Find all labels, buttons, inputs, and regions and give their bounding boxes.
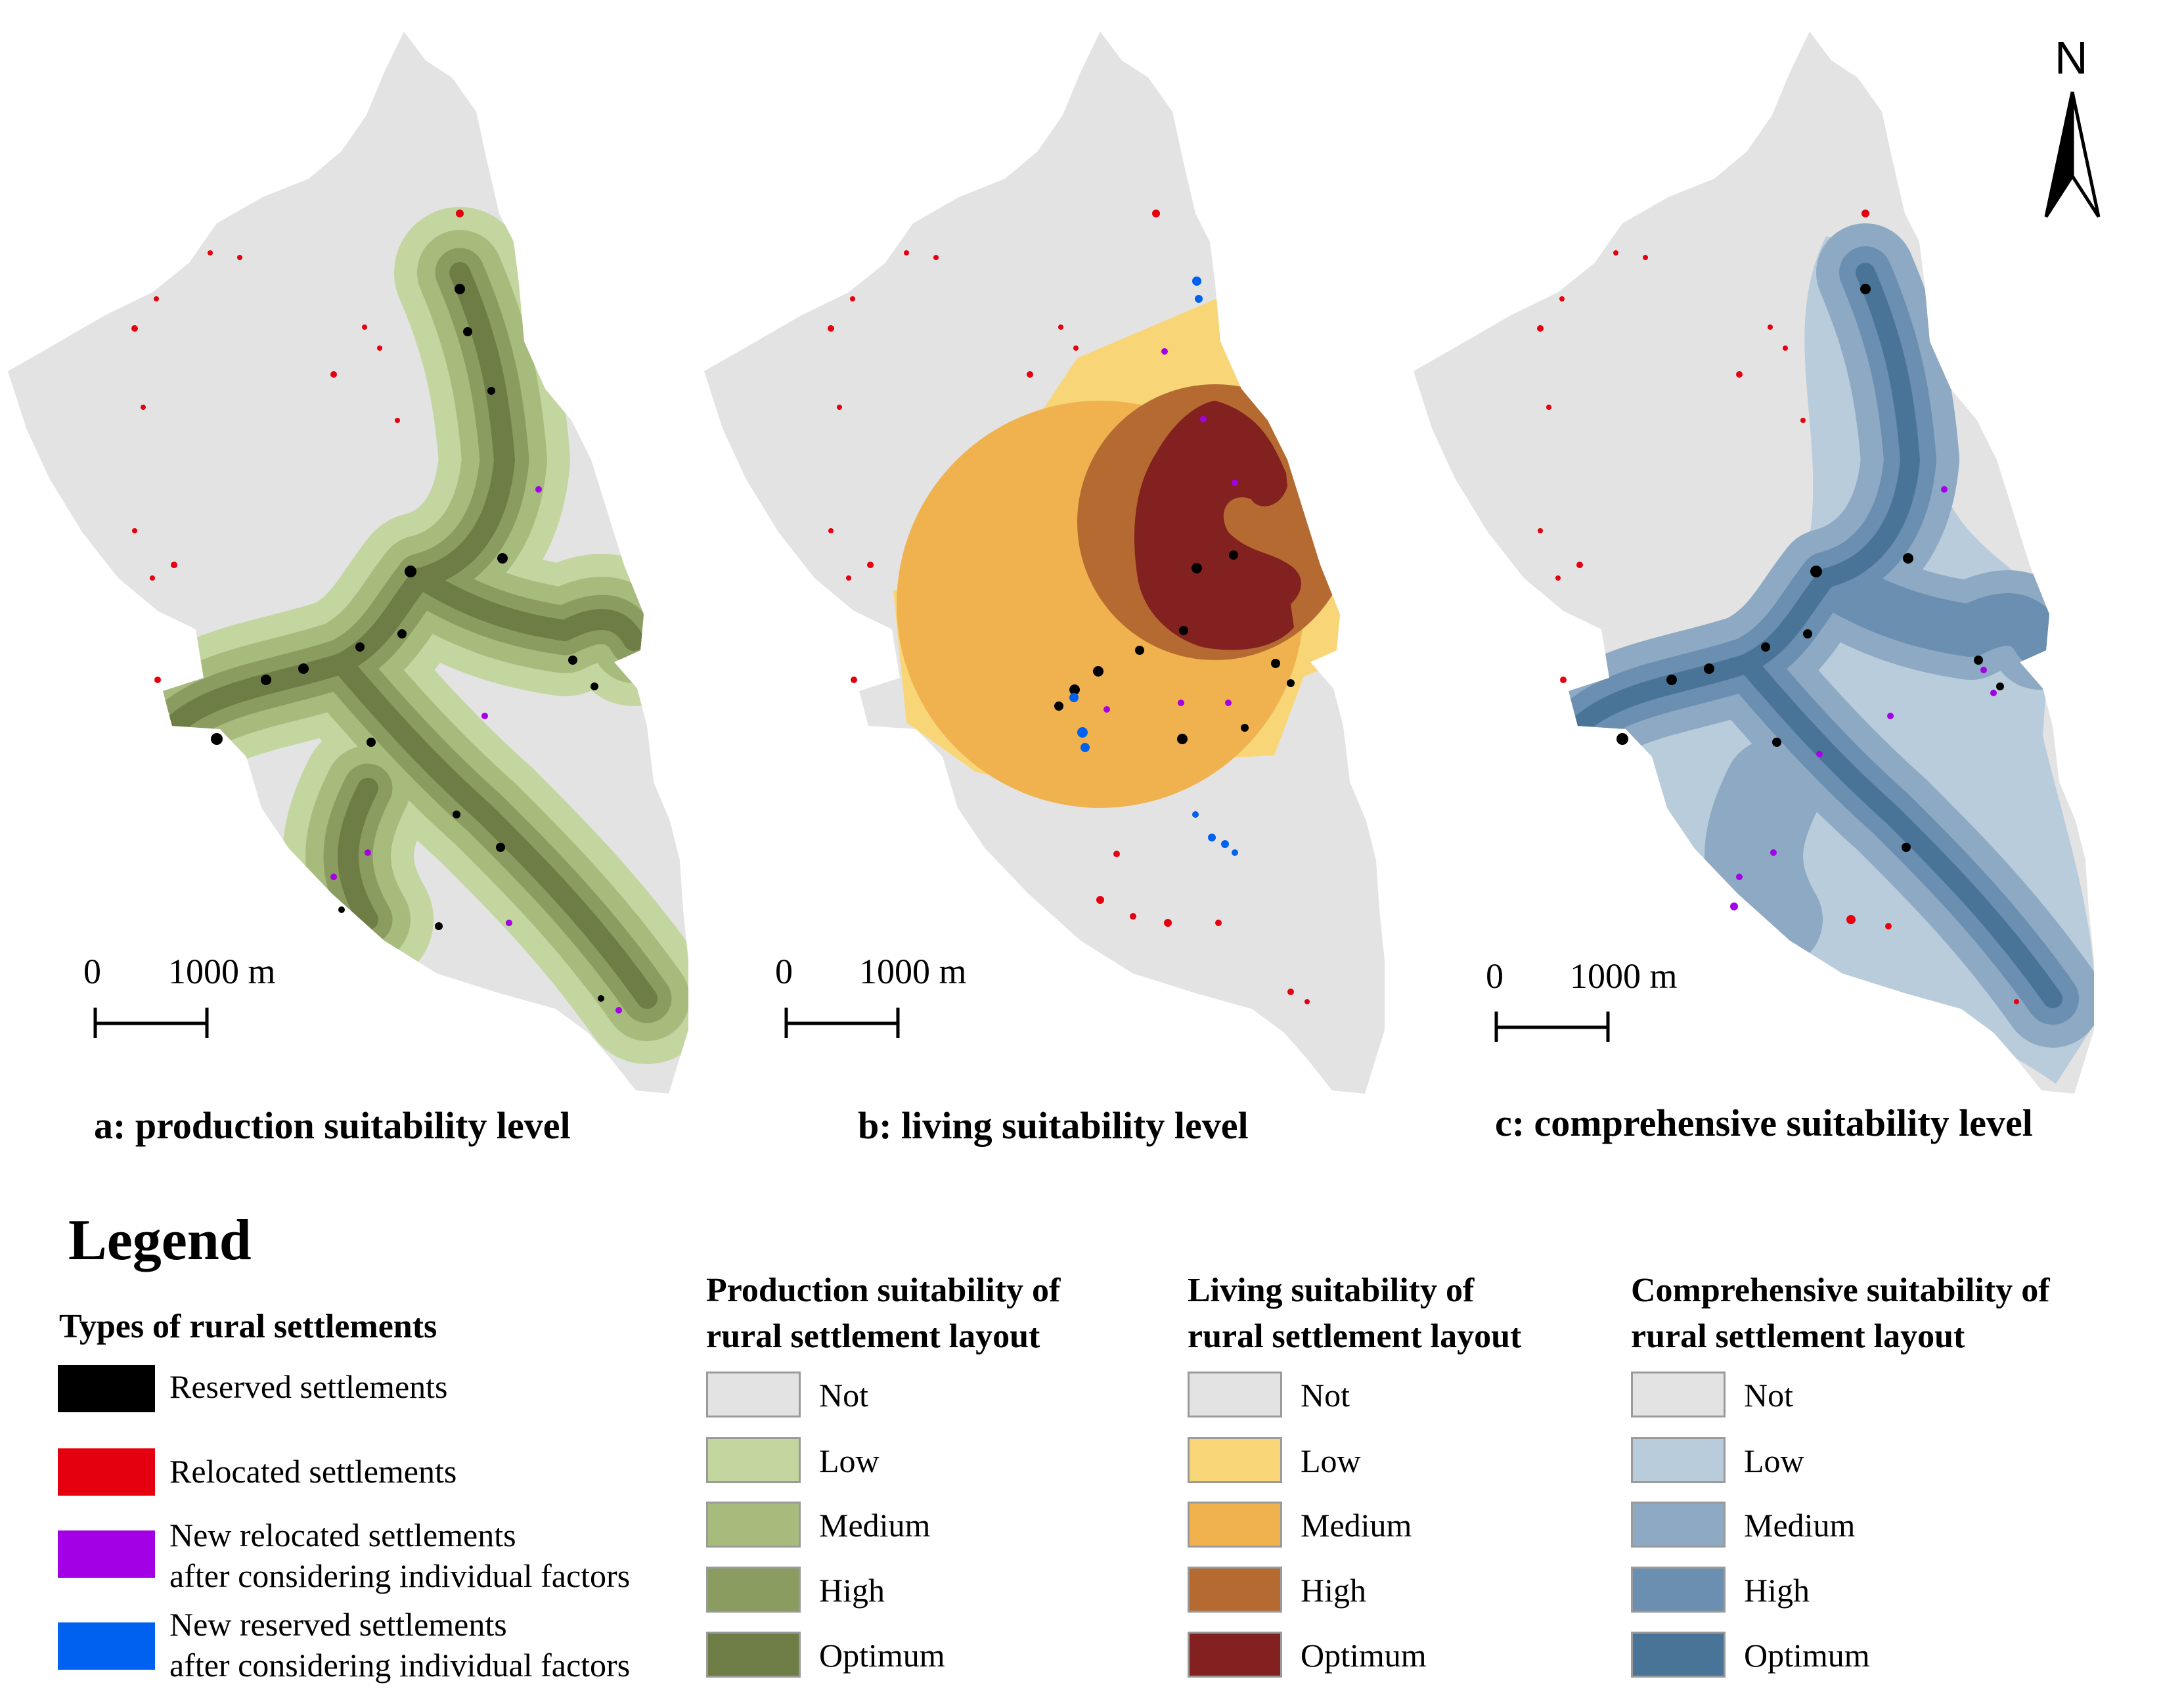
level-swatch xyxy=(1631,1567,1726,1613)
legend-comprehensive-title-1: Comprehensive suitability of xyxy=(1631,1272,2050,1309)
scale-bar-c xyxy=(1494,1012,1610,1042)
zone-optimum xyxy=(1134,401,1302,650)
new-relocated-settlements xyxy=(330,486,622,1014)
living-suitability-zones xyxy=(893,292,1353,808)
level-swatch xyxy=(706,1502,801,1548)
level-swatch xyxy=(706,1437,801,1483)
level-swatch xyxy=(1188,1567,1282,1613)
relocated-settlements xyxy=(828,210,1310,1004)
level-label: Medium xyxy=(1744,1507,1856,1544)
level-label: Low xyxy=(1301,1442,1361,1479)
level-swatch xyxy=(1631,1632,1726,1678)
level-swatch xyxy=(1188,1632,1282,1678)
map-panel-production xyxy=(8,32,688,1094)
level-label: Optimum xyxy=(1301,1637,1427,1674)
new-relocated-settlements xyxy=(1730,486,1997,910)
map-panel-comprehensive xyxy=(1414,32,2101,1094)
level-label: Optimum xyxy=(819,1637,945,1674)
scale-distance-c: 1000 m xyxy=(1570,956,1678,996)
level-label: Not xyxy=(1301,1377,1350,1414)
production-suitability-bands xyxy=(112,207,688,1064)
type-label: Relocated settlements xyxy=(169,1453,457,1490)
legend-comprehensive-title-2: rural settlement layout xyxy=(1631,1318,1965,1355)
level-label: Optimum xyxy=(1744,1637,1870,1674)
new-reserved-settlements xyxy=(1069,277,1238,856)
level-label: High xyxy=(1301,1572,1366,1609)
suitability-maps xyxy=(8,32,2101,1094)
level-swatch xyxy=(1631,1502,1726,1548)
level-label: Low xyxy=(1744,1442,1804,1479)
level-swatch xyxy=(706,1567,801,1613)
relocated-settlements xyxy=(1537,210,2019,1004)
type-label: Reserved settlements xyxy=(169,1368,448,1405)
level-swatch xyxy=(1188,1437,1282,1483)
reserved-settlements xyxy=(1054,550,1295,744)
type-label-line1: New reserved settlements xyxy=(169,1606,507,1643)
swatch xyxy=(58,1530,155,1578)
legend-types-title: Types of rural settlements xyxy=(59,1308,437,1345)
level-swatch xyxy=(1188,1502,1282,1548)
level-swatch xyxy=(1631,1437,1726,1483)
scale-distance-a: 1000 m xyxy=(168,952,276,991)
scale-distance-b: 1000 m xyxy=(859,952,967,991)
swatch xyxy=(58,1448,155,1496)
level-label: Medium xyxy=(1301,1507,1412,1544)
level-swatch xyxy=(706,1632,801,1678)
legend-production-title-2: rural settlement layout xyxy=(706,1318,1040,1355)
band-optimum xyxy=(1573,263,2062,1008)
level-label: High xyxy=(819,1572,885,1609)
reserved-settlements xyxy=(1616,284,2004,852)
level-label: High xyxy=(1744,1572,1810,1609)
swatch xyxy=(58,1622,155,1670)
relocated-settlements xyxy=(131,210,464,683)
scale-bar-b xyxy=(784,1008,900,1038)
settlement-markers xyxy=(131,210,622,1014)
swatch xyxy=(58,1365,155,1412)
reserved-settlements xyxy=(211,284,604,1002)
level-swatch xyxy=(1188,1372,1282,1417)
scale-bar-a xyxy=(93,1008,209,1038)
caption-production: a: production suitability level xyxy=(94,1104,571,1147)
type-label-line1: New relocated settlements xyxy=(169,1517,516,1553)
scale-zero-c: 0 xyxy=(1486,956,1504,996)
north-arrow-icon xyxy=(2044,91,2101,218)
legend-title: Legend xyxy=(68,1209,252,1272)
level-label: Medium xyxy=(819,1507,931,1544)
caption-living: b: living suitability level xyxy=(858,1104,1249,1147)
caption-comprehensive: c: comprehensive suitability level xyxy=(1495,1102,2033,1144)
new-relocated-settlements xyxy=(1103,348,1238,713)
band-optimum xyxy=(167,262,657,1009)
legend-production-title-1: Production suitability of xyxy=(706,1272,1061,1309)
level-label: Low xyxy=(819,1442,880,1479)
level-label: Not xyxy=(819,1377,868,1414)
north-label: N xyxy=(2055,32,2088,83)
level-label: Not xyxy=(1744,1377,1793,1414)
type-label-line2: after considering individual factors xyxy=(169,1557,631,1594)
level-swatch xyxy=(706,1372,801,1417)
scale-zero-b: 0 xyxy=(775,952,793,991)
type-label-line2: after considering individual factors xyxy=(169,1647,631,1684)
legend-living-title-2: rural settlement layout xyxy=(1188,1318,1522,1355)
settlement-markers xyxy=(1537,210,2019,1004)
level-swatch xyxy=(1631,1372,1726,1417)
settlement-markers xyxy=(828,210,1310,1004)
legend-living-title-1: Living suitability of xyxy=(1188,1272,1475,1309)
map-panel-living xyxy=(704,32,1385,1094)
scale-zero-a: 0 xyxy=(83,952,101,991)
